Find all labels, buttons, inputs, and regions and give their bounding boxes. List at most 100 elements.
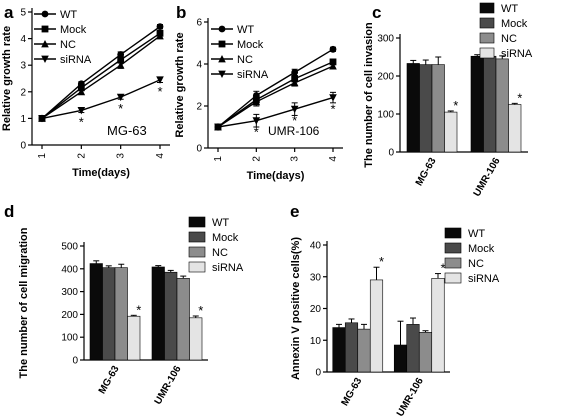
legend-label: Mock: [501, 18, 528, 30]
bar-nc: [357, 328, 371, 373]
bar-group-umr-106: *: [151, 265, 203, 361]
legend-label: siRNA: [501, 48, 533, 60]
legend-marker: [41, 55, 49, 63]
bar-sirna: [508, 104, 522, 153]
legend-label: Mock: [468, 243, 495, 255]
legend-swatch: [444, 242, 462, 254]
significance-star: *: [254, 125, 259, 140]
y-tick-label: 100: [61, 333, 78, 344]
y-tick-label: 40: [310, 241, 322, 252]
significance-star: *: [292, 113, 297, 128]
significance-star: *: [79, 114, 84, 129]
bar-group-umr-106: *: [393, 261, 446, 373]
y-axis-label: Relative growth rate: [1, 26, 13, 131]
data-point: [291, 69, 299, 76]
y-axis-label: The number of cell invasion: [363, 22, 375, 168]
series-sirna: [214, 91, 337, 131]
legend-swatch: [188, 246, 206, 258]
x-tick-label: 1: [213, 156, 224, 162]
y-tick-label: 0: [20, 141, 26, 152]
legend-label: NC: [60, 39, 76, 51]
bar-mock: [102, 267, 116, 361]
panel-label-d: d: [4, 202, 14, 221]
data-point: [77, 87, 86, 96]
bar-group-mg-63: *: [332, 254, 384, 373]
y-tick-label: 400: [61, 264, 78, 275]
data-point: [291, 75, 299, 83]
cell-line-label: MG-63: [107, 123, 147, 138]
significance-star: *: [379, 254, 384, 269]
legend-swatch: [479, 32, 495, 44]
data-point: [214, 123, 222, 131]
y-tick-label: 6: [196, 18, 202, 29]
legend-label: Mock: [60, 24, 87, 36]
series-line: [41, 32, 161, 119]
bar-nc: [431, 64, 445, 153]
y-tick-label: 200: [377, 72, 394, 83]
bar-wt: [332, 327, 346, 373]
bar-sirna: [431, 278, 445, 373]
legend-swatch: [444, 272, 462, 284]
series-line: [217, 61, 334, 128]
data-point: [290, 105, 299, 114]
legend-label: WT: [237, 24, 254, 36]
data-point: [117, 56, 125, 64]
x-tick-label: 1: [37, 153, 48, 159]
x-tick-label: 2: [76, 153, 87, 159]
legend-marker: [218, 40, 226, 48]
x-tick-label: 3: [290, 156, 301, 162]
bar-wt: [151, 266, 165, 361]
legend-label: NC: [212, 247, 228, 259]
bar-group-mg-63: *: [89, 260, 141, 361]
legend-label: siRNA: [60, 54, 92, 66]
y-axis-label: Relative growth rate: [174, 32, 186, 137]
panel-labels: a b c d e: [4, 3, 381, 221]
y-tick-label: 0: [72, 356, 78, 367]
legend-label: WT: [468, 228, 485, 240]
y-tick-label: 30: [310, 272, 322, 283]
legend-label: siRNA: [468, 273, 500, 285]
bar-wt: [470, 55, 484, 153]
bar-mock: [406, 324, 420, 373]
data-point: [116, 61, 125, 69]
legend-swatch: [188, 261, 206, 273]
legend-label: siRNA: [212, 262, 244, 274]
bar-mock: [419, 64, 433, 153]
data-point: [38, 115, 46, 123]
bar-nc: [418, 332, 433, 373]
data-point: [329, 62, 337, 70]
significance-star: *: [198, 303, 203, 318]
y-axis-label: The number of cell migration: [18, 227, 30, 378]
legend-label: WT: [212, 217, 229, 229]
bar-mock: [164, 271, 178, 361]
y-tick-label: 20: [310, 304, 322, 315]
bar-mock: [344, 322, 359, 373]
legend-marker: [218, 55, 226, 63]
data-point: [290, 78, 299, 87]
panel-label-e: e: [290, 202, 299, 221]
legend-swatch: [479, 2, 495, 14]
bar-wt: [393, 344, 408, 373]
legend-swatch: [479, 17, 495, 29]
y-tick-label: 300: [61, 287, 78, 298]
legend-label: WT: [501, 3, 518, 15]
legend-swatch: [479, 47, 495, 59]
y-tick-label: 4: [20, 34, 26, 45]
legend-label: NC: [468, 258, 484, 270]
x-tick-label: 4: [328, 156, 339, 162]
bar-nc: [114, 267, 128, 361]
panel-label-c: c: [372, 3, 381, 22]
legend-swatch: [444, 257, 462, 269]
legend-marker: [41, 10, 49, 18]
x-tick-label: 4: [155, 153, 166, 159]
legend-swatch: [188, 216, 206, 228]
significance-star: *: [517, 90, 522, 105]
legend-marker: [41, 25, 49, 33]
legend-swatch: [444, 227, 462, 239]
series-line: [217, 96, 334, 128]
significance-star: *: [136, 302, 141, 317]
legend-label: Mock: [212, 232, 239, 244]
y-tick-label: 5: [20, 8, 26, 19]
bar-nc: [176, 278, 190, 361]
data-point: [156, 23, 164, 31]
